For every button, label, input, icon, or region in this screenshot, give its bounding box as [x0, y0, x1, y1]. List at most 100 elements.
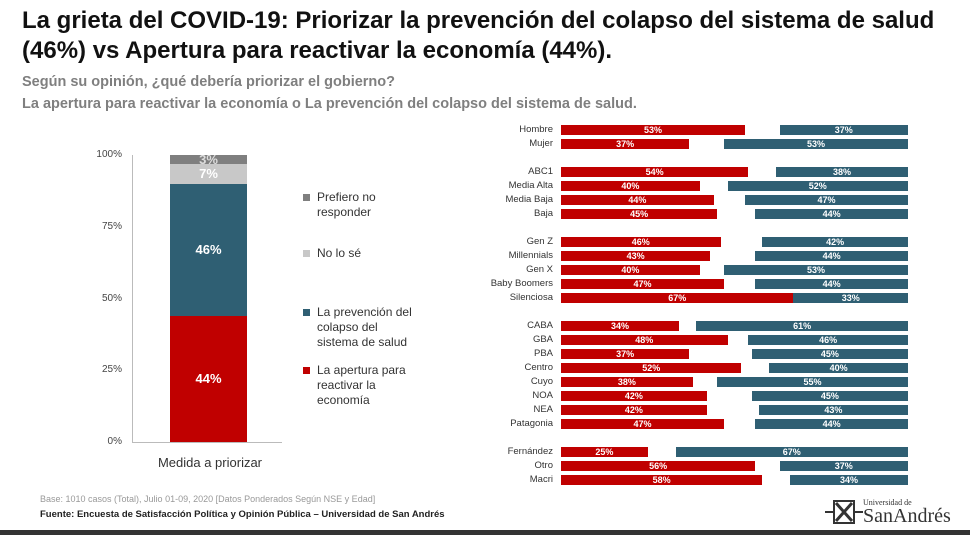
bar-prevencion: 47% — [744, 195, 908, 205]
bar-prevencion: 53% — [724, 265, 908, 275]
row-label: Media Alta — [508, 180, 553, 191]
page-title: La grieta del COVID-19: Priorizar la pre… — [22, 7, 935, 64]
bar-apertura: 42% — [561, 391, 707, 401]
subtitle-question: Según su opinión, ¿qué debería priorizar… — [22, 74, 395, 90]
bar-apertura: 37% — [561, 349, 690, 359]
row-label: Baja — [533, 208, 553, 219]
legend-label: Prefiero no responder — [317, 190, 376, 219]
footer-base: Base: 1010 casos (Total), Julio 01-09, 2… — [40, 494, 376, 504]
row-label: ABC1 — [528, 166, 553, 177]
bar-prevencion: 53% — [724, 139, 908, 149]
bar-segment: 44% — [170, 315, 247, 442]
bar-apertura: 47% — [561, 279, 725, 289]
y-tick-label: 100% — [96, 149, 122, 160]
legend-item-nolose: No lo sé — [303, 246, 413, 261]
bar-apertura: 25% — [561, 447, 648, 457]
bar-prevencion: 42% — [762, 237, 908, 247]
bar-prevencion: 44% — [755, 251, 908, 261]
row-label: Mujer — [529, 138, 553, 149]
x-axis-label: Medida a priorizar — [157, 455, 263, 470]
bar-prevencion: 44% — [755, 419, 908, 429]
row-label: Gen Z — [526, 236, 553, 247]
row-label: Fernández — [507, 446, 553, 457]
legend-label: No lo sé — [317, 246, 362, 260]
bar-apertura: 34% — [561, 321, 679, 331]
bar-prevencion: 33% — [793, 293, 908, 303]
x-axis-line — [132, 442, 282, 443]
bar-apertura: 53% — [561, 125, 745, 135]
logo-bottom-text: SanAndrés — [863, 505, 951, 527]
bar-segment: 46% — [170, 183, 247, 316]
legend-item-apertura: La apertura para reactivar la economía — [303, 363, 409, 408]
legend-item-prevencion: La prevención del colapso del sistema de… — [303, 305, 415, 350]
logo-top-text: Universidad de — [863, 498, 912, 507]
bar-apertura: 45% — [561, 209, 718, 219]
bar-apertura: 37% — [561, 139, 690, 149]
bar-prevencion: 67% — [675, 447, 908, 457]
y-tick-label: 0% — [107, 436, 122, 447]
bar-apertura: 67% — [561, 293, 794, 303]
bar-prevencion: 61% — [696, 321, 908, 331]
row-label: Hombre — [519, 124, 553, 135]
legend-label: La apertura para reactivar la economía — [317, 363, 406, 407]
subtitle-options: La apertura para reactivar la economía o… — [22, 96, 637, 112]
bar-apertura: 48% — [561, 335, 728, 345]
row-label: PBA — [533, 348, 553, 359]
legend-item-prefiero: Prefiero no responder — [303, 190, 413, 220]
bar-apertura: 56% — [561, 461, 756, 471]
row-label: CABA — [527, 320, 553, 331]
legend-swatch — [303, 250, 310, 257]
bar-apertura: 42% — [561, 405, 707, 415]
bar-prevencion: 44% — [755, 279, 908, 289]
bottom-bar — [0, 530, 970, 535]
bar-apertura: 43% — [561, 251, 711, 261]
legend-swatch — [303, 367, 310, 374]
bar-segment: 7% — [170, 163, 247, 184]
bar-apertura: 40% — [561, 181, 700, 191]
stacked-bar-chart: 0% 25% 50% 75% 100% 44% 46% 7% 3% — [0, 0, 480, 480]
row-label: Cuyo — [530, 376, 553, 387]
row-label: Millennials — [508, 250, 553, 261]
bar-prevencion: 37% — [779, 461, 908, 471]
row-label: NEA — [533, 404, 553, 415]
bar-segment: 3% — [170, 152, 247, 167]
y-axis-line — [132, 155, 133, 442]
crest-icon — [825, 499, 863, 524]
y-tick-label: 75% — [101, 220, 122, 232]
y-tick-label: 25% — [101, 364, 122, 376]
legend-swatch — [303, 194, 310, 201]
bar-apertura: 52% — [561, 363, 742, 373]
bar-prevencion: 40% — [769, 363, 908, 373]
row-label: Patagonia — [510, 418, 553, 429]
bar-prevencion: 37% — [779, 125, 908, 135]
bar-prevencion: 38% — [776, 167, 908, 177]
row-label: Centro — [524, 362, 553, 373]
bar-apertura: 44% — [561, 195, 714, 205]
y-tick-label: 50% — [101, 292, 122, 304]
bar-prevencion: 52% — [727, 181, 908, 191]
row-label: Silenciosa — [509, 292, 553, 303]
bar-apertura: 38% — [561, 377, 693, 387]
row-label: Macri — [529, 474, 553, 485]
bar-prevencion: 46% — [748, 335, 908, 345]
bar-apertura: 58% — [561, 475, 763, 485]
row-label: NOA — [532, 390, 553, 401]
bar-apertura: 47% — [561, 419, 725, 429]
row-label: Media Baja — [505, 194, 553, 205]
bar-prevencion: 34% — [790, 475, 908, 485]
row-label: GBA — [532, 334, 553, 345]
bar-prevencion: 45% — [751, 349, 908, 359]
bar-prevencion: 43% — [758, 405, 908, 415]
legend-swatch — [303, 309, 310, 316]
bar-apertura: 40% — [561, 265, 700, 275]
bar-prevencion: 44% — [755, 209, 908, 219]
legend-label: La prevención del colapso del sistema de… — [317, 305, 412, 349]
university-logo: Universidad de SanAndrés — [825, 498, 951, 527]
row-label: Baby Boomers — [490, 278, 553, 289]
bar-prevencion: 55% — [717, 377, 908, 387]
row-label: Gen X — [526, 264, 553, 275]
footer-source: Fuente: Encuesta de Satisfacción Polític… — [40, 509, 445, 520]
row-label: Otro — [534, 460, 553, 471]
bar-apertura: 46% — [561, 237, 721, 247]
bar-apertura: 54% — [561, 167, 749, 177]
